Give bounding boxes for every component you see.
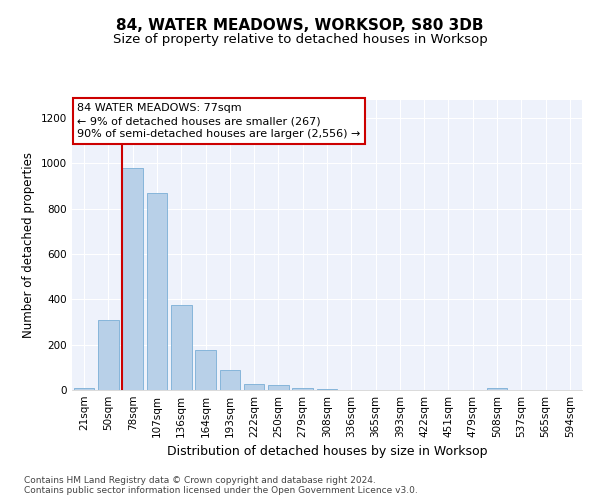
X-axis label: Distribution of detached houses by size in Worksop: Distribution of detached houses by size …	[167, 446, 487, 458]
Bar	[292, 388, 313, 390]
Bar	[317, 389, 337, 390]
Text: Contains HM Land Registry data © Crown copyright and database right 2024.
Contai: Contains HM Land Registry data © Crown c…	[24, 476, 418, 495]
Bar	[195, 350, 216, 390]
Bar	[220, 370, 240, 390]
Text: 84 WATER MEADOWS: 77sqm
← 9% of detached houses are smaller (267)
90% of semi-de: 84 WATER MEADOWS: 77sqm ← 9% of detached…	[77, 103, 361, 140]
Bar	[244, 384, 265, 390]
Bar	[171, 305, 191, 390]
Bar	[98, 320, 119, 390]
Text: 84, WATER MEADOWS, WORKSOP, S80 3DB: 84, WATER MEADOWS, WORKSOP, S80 3DB	[116, 18, 484, 32]
Bar	[146, 193, 167, 390]
Bar	[122, 168, 143, 390]
Bar	[268, 386, 289, 390]
Text: Size of property relative to detached houses in Worksop: Size of property relative to detached ho…	[113, 32, 487, 46]
Bar	[74, 388, 94, 390]
Bar	[487, 388, 508, 390]
Y-axis label: Number of detached properties: Number of detached properties	[22, 152, 35, 338]
